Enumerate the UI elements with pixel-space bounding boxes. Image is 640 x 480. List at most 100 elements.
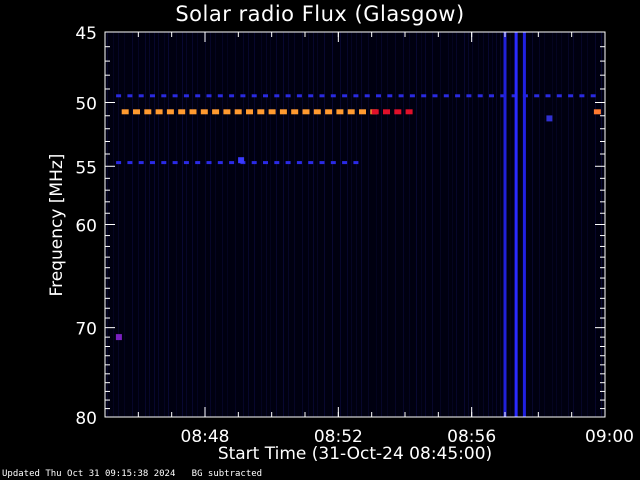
noise-streak — [138, 32, 139, 417]
band-segment — [274, 161, 280, 165]
band-segment — [477, 94, 483, 98]
band-segment — [398, 94, 404, 98]
noise-streak — [332, 32, 333, 417]
band-segment — [568, 94, 574, 98]
band-segment — [313, 109, 321, 115]
band-segment — [364, 94, 370, 98]
band-segment — [405, 109, 413, 115]
band-segment — [251, 161, 257, 165]
band-segment — [161, 161, 167, 165]
signal-spot — [115, 334, 122, 341]
band-segment — [371, 109, 379, 115]
noise-streak — [324, 32, 325, 417]
band-segment — [229, 94, 235, 98]
update-footer: Updated Thu Oct 31 09:15:38 2024 BG subt… — [2, 469, 263, 479]
noise-streak — [145, 32, 146, 417]
band-segment — [489, 94, 494, 98]
noise-streak — [409, 32, 410, 417]
noise-streak — [308, 32, 309, 417]
band-segment — [166, 109, 174, 115]
band-segment — [319, 94, 325, 98]
band-segment — [330, 161, 336, 165]
y-axis-ticks: 45 50 55 60 70 80 — [75, 24, 605, 429]
noise-streak — [222, 32, 223, 417]
noise-streak — [266, 32, 267, 417]
band-segment — [144, 109, 152, 115]
band-segment — [138, 161, 144, 165]
band-segment — [387, 94, 393, 98]
band-segment — [212, 109, 220, 115]
noise-streak — [421, 32, 422, 417]
band-segment — [409, 94, 415, 98]
noise-streak — [215, 32, 216, 417]
band-segment — [443, 94, 449, 98]
band-segment — [511, 94, 517, 98]
band-segment — [240, 94, 246, 98]
noise-streak — [118, 32, 119, 417]
band-segment — [155, 109, 163, 115]
band-segment — [195, 161, 201, 165]
noise-streak — [464, 32, 465, 417]
broadband-column — [503, 32, 507, 417]
noise-streak — [235, 32, 236, 417]
band-segment — [556, 94, 562, 98]
band-segment — [195, 94, 201, 98]
noise-streak — [164, 32, 165, 417]
band-segment — [336, 109, 344, 115]
noise-streak — [552, 32, 553, 417]
band-segment — [133, 109, 140, 115]
noise-streak — [294, 32, 295, 417]
noise-streak — [539, 32, 540, 417]
band-segment — [206, 94, 212, 98]
noise-streak — [356, 32, 357, 417]
band-segment — [579, 94, 585, 98]
noise-streak — [448, 32, 449, 417]
band-segment — [161, 94, 167, 98]
noise-streak — [317, 32, 318, 417]
band-segment — [223, 109, 231, 115]
y-tick-label: 55 — [75, 158, 97, 178]
x-tick-label: 08:56 — [447, 427, 496, 447]
band-segment — [376, 94, 381, 98]
plot-area — [105, 32, 605, 417]
noise-streak — [154, 32, 155, 417]
noise-streak — [568, 32, 569, 417]
band-segment — [206, 161, 212, 165]
y-tick-label: 80 — [75, 409, 97, 429]
noise-streak — [544, 32, 545, 417]
band-segment — [127, 161, 133, 165]
noise-streak — [149, 32, 150, 417]
band-segment — [534, 94, 540, 98]
noise-streak — [532, 32, 533, 417]
band-segment — [217, 161, 223, 165]
chart-title: Solar radio Flux (Glasgow) — [175, 2, 465, 26]
x-tick-label: 09:00 — [585, 427, 634, 447]
noise-streak — [581, 32, 582, 417]
band-segment — [308, 161, 314, 165]
band-segment — [251, 94, 257, 98]
noise-streak — [243, 32, 244, 417]
noise-streak — [288, 32, 289, 417]
noise-streak — [500, 32, 501, 417]
band-segment — [593, 109, 601, 115]
noise-streak — [361, 32, 362, 417]
noise-streak — [270, 32, 271, 417]
band-segment — [150, 161, 155, 165]
band-segment — [200, 109, 208, 115]
noise-streak — [395, 32, 396, 417]
noise-streak — [472, 32, 473, 417]
band-segment — [172, 161, 178, 165]
noise-streak — [182, 32, 183, 417]
noise-streak — [488, 32, 489, 417]
noise-streak — [573, 32, 574, 417]
x-axis-label: Start Time (31-Oct-24 08:45:00) — [217, 444, 493, 464]
noise-streak — [478, 32, 479, 417]
band-segment — [342, 161, 348, 165]
band-segment — [296, 94, 302, 98]
noise-streak — [210, 32, 211, 417]
y-tick-label: 70 — [75, 320, 97, 340]
noise-streak — [556, 32, 557, 417]
band-segment — [421, 94, 427, 98]
band-segment — [353, 161, 359, 165]
